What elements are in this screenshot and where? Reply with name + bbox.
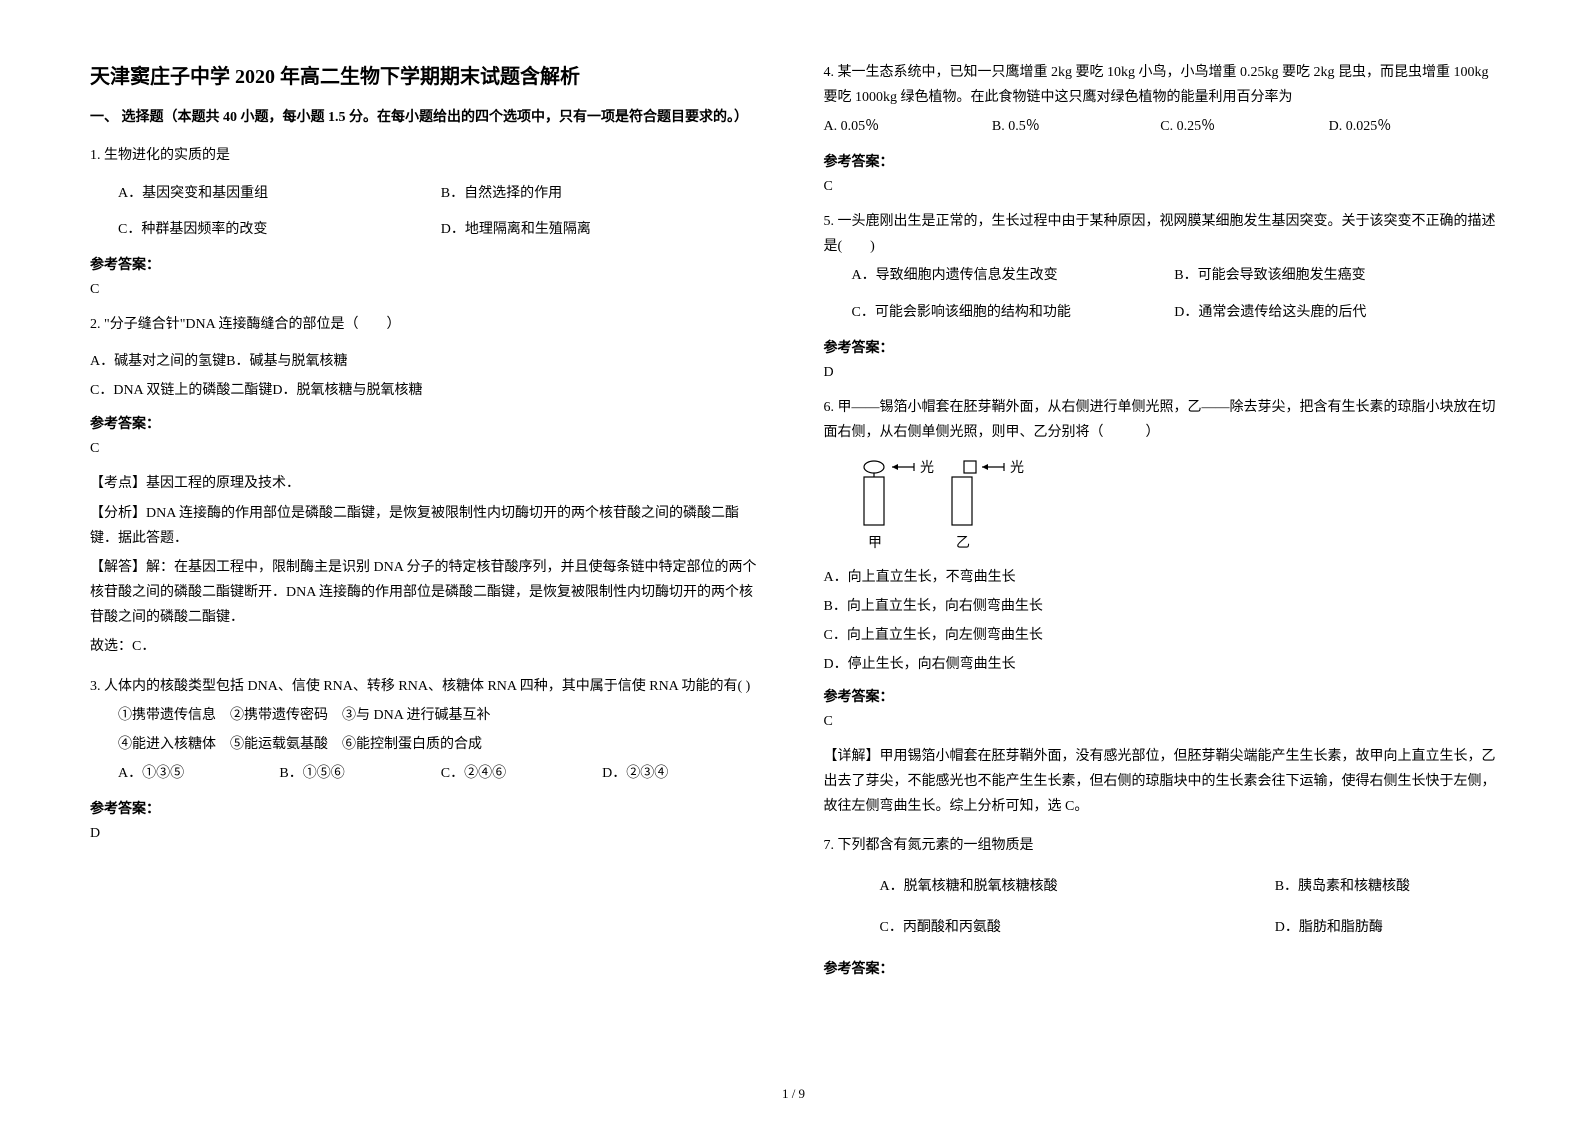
q7-option-c: C．丙酮酸和丙氨酸 bbox=[880, 915, 1275, 942]
q5-answer: D bbox=[824, 365, 1498, 381]
q4-answer-label: 参考答案： bbox=[824, 151, 1498, 171]
question-5: 5. 一头鹿刚出生是正常的，生长过程中由于某种原因，视网膜某细胞发生基因突变。关… bbox=[824, 209, 1498, 381]
q1-option-d: D．地理隔离和生殖隔离 bbox=[441, 217, 764, 244]
q5-option-a: A．导致细胞内遗传信息发生改变 bbox=[852, 263, 1175, 290]
q7-option-d: D．脂肪和脂肪酶 bbox=[1275, 915, 1497, 942]
page-footer: 1 / 9 bbox=[0, 1086, 1587, 1102]
q5-option-c: C．可能会影响该细胞的结构和功能 bbox=[852, 300, 1175, 327]
q2-explain-1: 【考点】基因工程的原理及技术． bbox=[90, 471, 764, 496]
q2-explain-2: 【分析】DNA 连接酶的作用部位是磷酸二酯键，是恢复被限制性内切酶切开的两个核苷… bbox=[90, 501, 764, 551]
section-1-heading: 一、 选择题（本题共 40 小题，每小题 1.5 分。在每小题给出的四个选项中，… bbox=[90, 107, 764, 129]
q3-stem: 3. 人体内的核酸类型包括 DNA、信使 RNA、转移 RNA、核糖体 RNA … bbox=[90, 674, 764, 699]
q4-option-b: B. 0.5％ bbox=[992, 114, 1160, 141]
q5-option-b: B．可能会导致该细胞发生癌变 bbox=[1174, 263, 1497, 290]
q6-jia-label: 甲 bbox=[868, 536, 882, 551]
q2-answer-label: 参考答案： bbox=[90, 413, 764, 433]
q1-option-a: A．基因突变和基因重组 bbox=[118, 181, 441, 208]
document-title: 天津窦庄子中学 2020 年高二生物下学期期末试题含解析 bbox=[90, 60, 764, 89]
question-1: 1. 生物进化的实质的是 A．基因突变和基因重组 B．自然选择的作用 C．种群基… bbox=[90, 143, 764, 297]
q1-answer-label: 参考答案： bbox=[90, 254, 764, 274]
q6-answer-label: 参考答案： bbox=[824, 686, 1498, 706]
question-2: 2. "分子缝合针"DNA 连接酶缝合的部位是（ ） A．碱基对之间的氢键B．碱… bbox=[90, 312, 764, 660]
page: 天津窦庄子中学 2020 年高二生物下学期期末试题含解析 一、 选择题（本题共 … bbox=[0, 0, 1587, 1122]
q4-stem: 4. 某一生态系统中，已知一只鹰增重 2kg 要吃 10kg 小鸟，小鸟增重 0… bbox=[824, 60, 1498, 110]
q4-answer: C bbox=[824, 179, 1498, 195]
q6-answer: C bbox=[824, 714, 1498, 730]
q2-answer: C bbox=[90, 441, 764, 457]
q3-option-b: B．①⑤⑥ bbox=[279, 761, 440, 788]
left-column: 天津窦庄子中学 2020 年高二生物下学期期末试题含解析 一、 选择题（本题共 … bbox=[70, 60, 794, 1082]
q1-option-b: B．自然选择的作用 bbox=[441, 181, 764, 208]
q6-yi-label: 乙 bbox=[956, 535, 970, 551]
q3-answer-label: 参考答案： bbox=[90, 798, 764, 818]
q4-option-d: D. 0.025％ bbox=[1329, 114, 1497, 141]
q6-option-b: B．向上直立生长，向右侧弯曲生长 bbox=[824, 594, 1498, 619]
q3-line2: ④能进入核糖体 ⑤能运载氨基酸 ⑥能控制蛋白质的合成 bbox=[90, 732, 764, 757]
question-3: 3. 人体内的核酸类型包括 DNA、信使 RNA、转移 RNA、核糖体 RNA … bbox=[90, 674, 764, 842]
q6-option-d: D．停止生长，向右侧弯曲生长 bbox=[824, 652, 1498, 677]
q7-stem: 7. 下列都含有氮元素的一组物质是 bbox=[824, 833, 1498, 858]
q5-answer-label: 参考答案： bbox=[824, 337, 1498, 357]
q3-answer: D bbox=[90, 826, 764, 842]
q5-stem: 5. 一头鹿刚出生是正常的，生长过程中由于某种原因，视网膜某细胞发生基因突变。关… bbox=[824, 209, 1498, 259]
q1-stem: 1. 生物进化的实质的是 bbox=[90, 143, 764, 168]
question-6: 6. 甲——锡箔小帽套在胚芽鞘外面，从右侧进行单侧光照，乙——除去芽尖，把含有生… bbox=[824, 395, 1498, 820]
q4-option-c: C. 0.25％ bbox=[1160, 114, 1328, 141]
question-7: 7. 下列都含有氮元素的一组物质是 A．脱氧核糖和脱氧核糖核酸 B．胰岛素和核糖… bbox=[824, 833, 1498, 977]
q2-option-cd: C．DNA 双链上的磷酸二酯键D．脱氧核糖与脱氧核糖 bbox=[90, 378, 764, 403]
q2-explain-3: 【解答】解：在基因工程中，限制酶主是识别 DNA 分子的特定核苷酸序列，并且使每… bbox=[90, 555, 764, 631]
right-column: 4. 某一生态系统中，已知一只鹰增重 2kg 要吃 10kg 小鸟，小鸟增重 0… bbox=[794, 60, 1518, 1082]
q6-option-a: A．向上直立生长，不弯曲生长 bbox=[824, 565, 1498, 590]
q6-option-c: C．向上直立生长，向左侧弯曲生长 bbox=[824, 623, 1498, 648]
q6-stem: 6. 甲——锡箔小帽套在胚芽鞘外面，从右侧进行单侧光照，乙——除去芽尖，把含有生… bbox=[824, 395, 1498, 445]
q1-answer: C bbox=[90, 282, 764, 298]
q2-explain-4: 故选：C． bbox=[90, 634, 764, 659]
q7-answer-label: 参考答案： bbox=[824, 958, 1498, 978]
q3-line1: ①携带遗传信息 ②携带遗传密码 ③与 DNA 进行碱基互补 bbox=[90, 703, 764, 728]
q7-option-a: A．脱氧核糖和脱氧核糖核酸 bbox=[880, 874, 1275, 901]
q3-option-d: D．②③④ bbox=[602, 761, 763, 788]
q3-option-c: C．②④⑥ bbox=[441, 761, 602, 788]
q6-explain: 【详解】甲用锡箔小帽套在胚芽鞘外面，没有感光部位，但胚芽鞘尖端能产生生长素，故甲… bbox=[824, 744, 1498, 820]
q7-option-b: B．胰岛素和核糖核酸 bbox=[1275, 874, 1497, 901]
q3-option-a: A．①③⑤ bbox=[118, 761, 279, 788]
q4-option-a: A. 0.05％ bbox=[824, 114, 992, 141]
q6-light-label-1: 光 bbox=[920, 460, 934, 476]
question-4: 4. 某一生态系统中，已知一只鹰增重 2kg 要吃 10kg 小鸟，小鸟增重 0… bbox=[824, 60, 1498, 195]
q2-option-ab: A．碱基对之间的氢键B．碱基与脱氧核糖 bbox=[90, 349, 764, 374]
q6-light-label-2: 光 bbox=[1010, 460, 1024, 476]
q1-option-c: C．种群基因频率的改变 bbox=[118, 217, 441, 244]
q5-option-d: D．通常会遗传给这头鹿的后代 bbox=[1174, 300, 1497, 327]
q2-stem: 2. "分子缝合针"DNA 连接酶缝合的部位是（ ） bbox=[90, 312, 764, 337]
q6-diagram: 光 光 甲 乙 bbox=[852, 455, 1498, 555]
